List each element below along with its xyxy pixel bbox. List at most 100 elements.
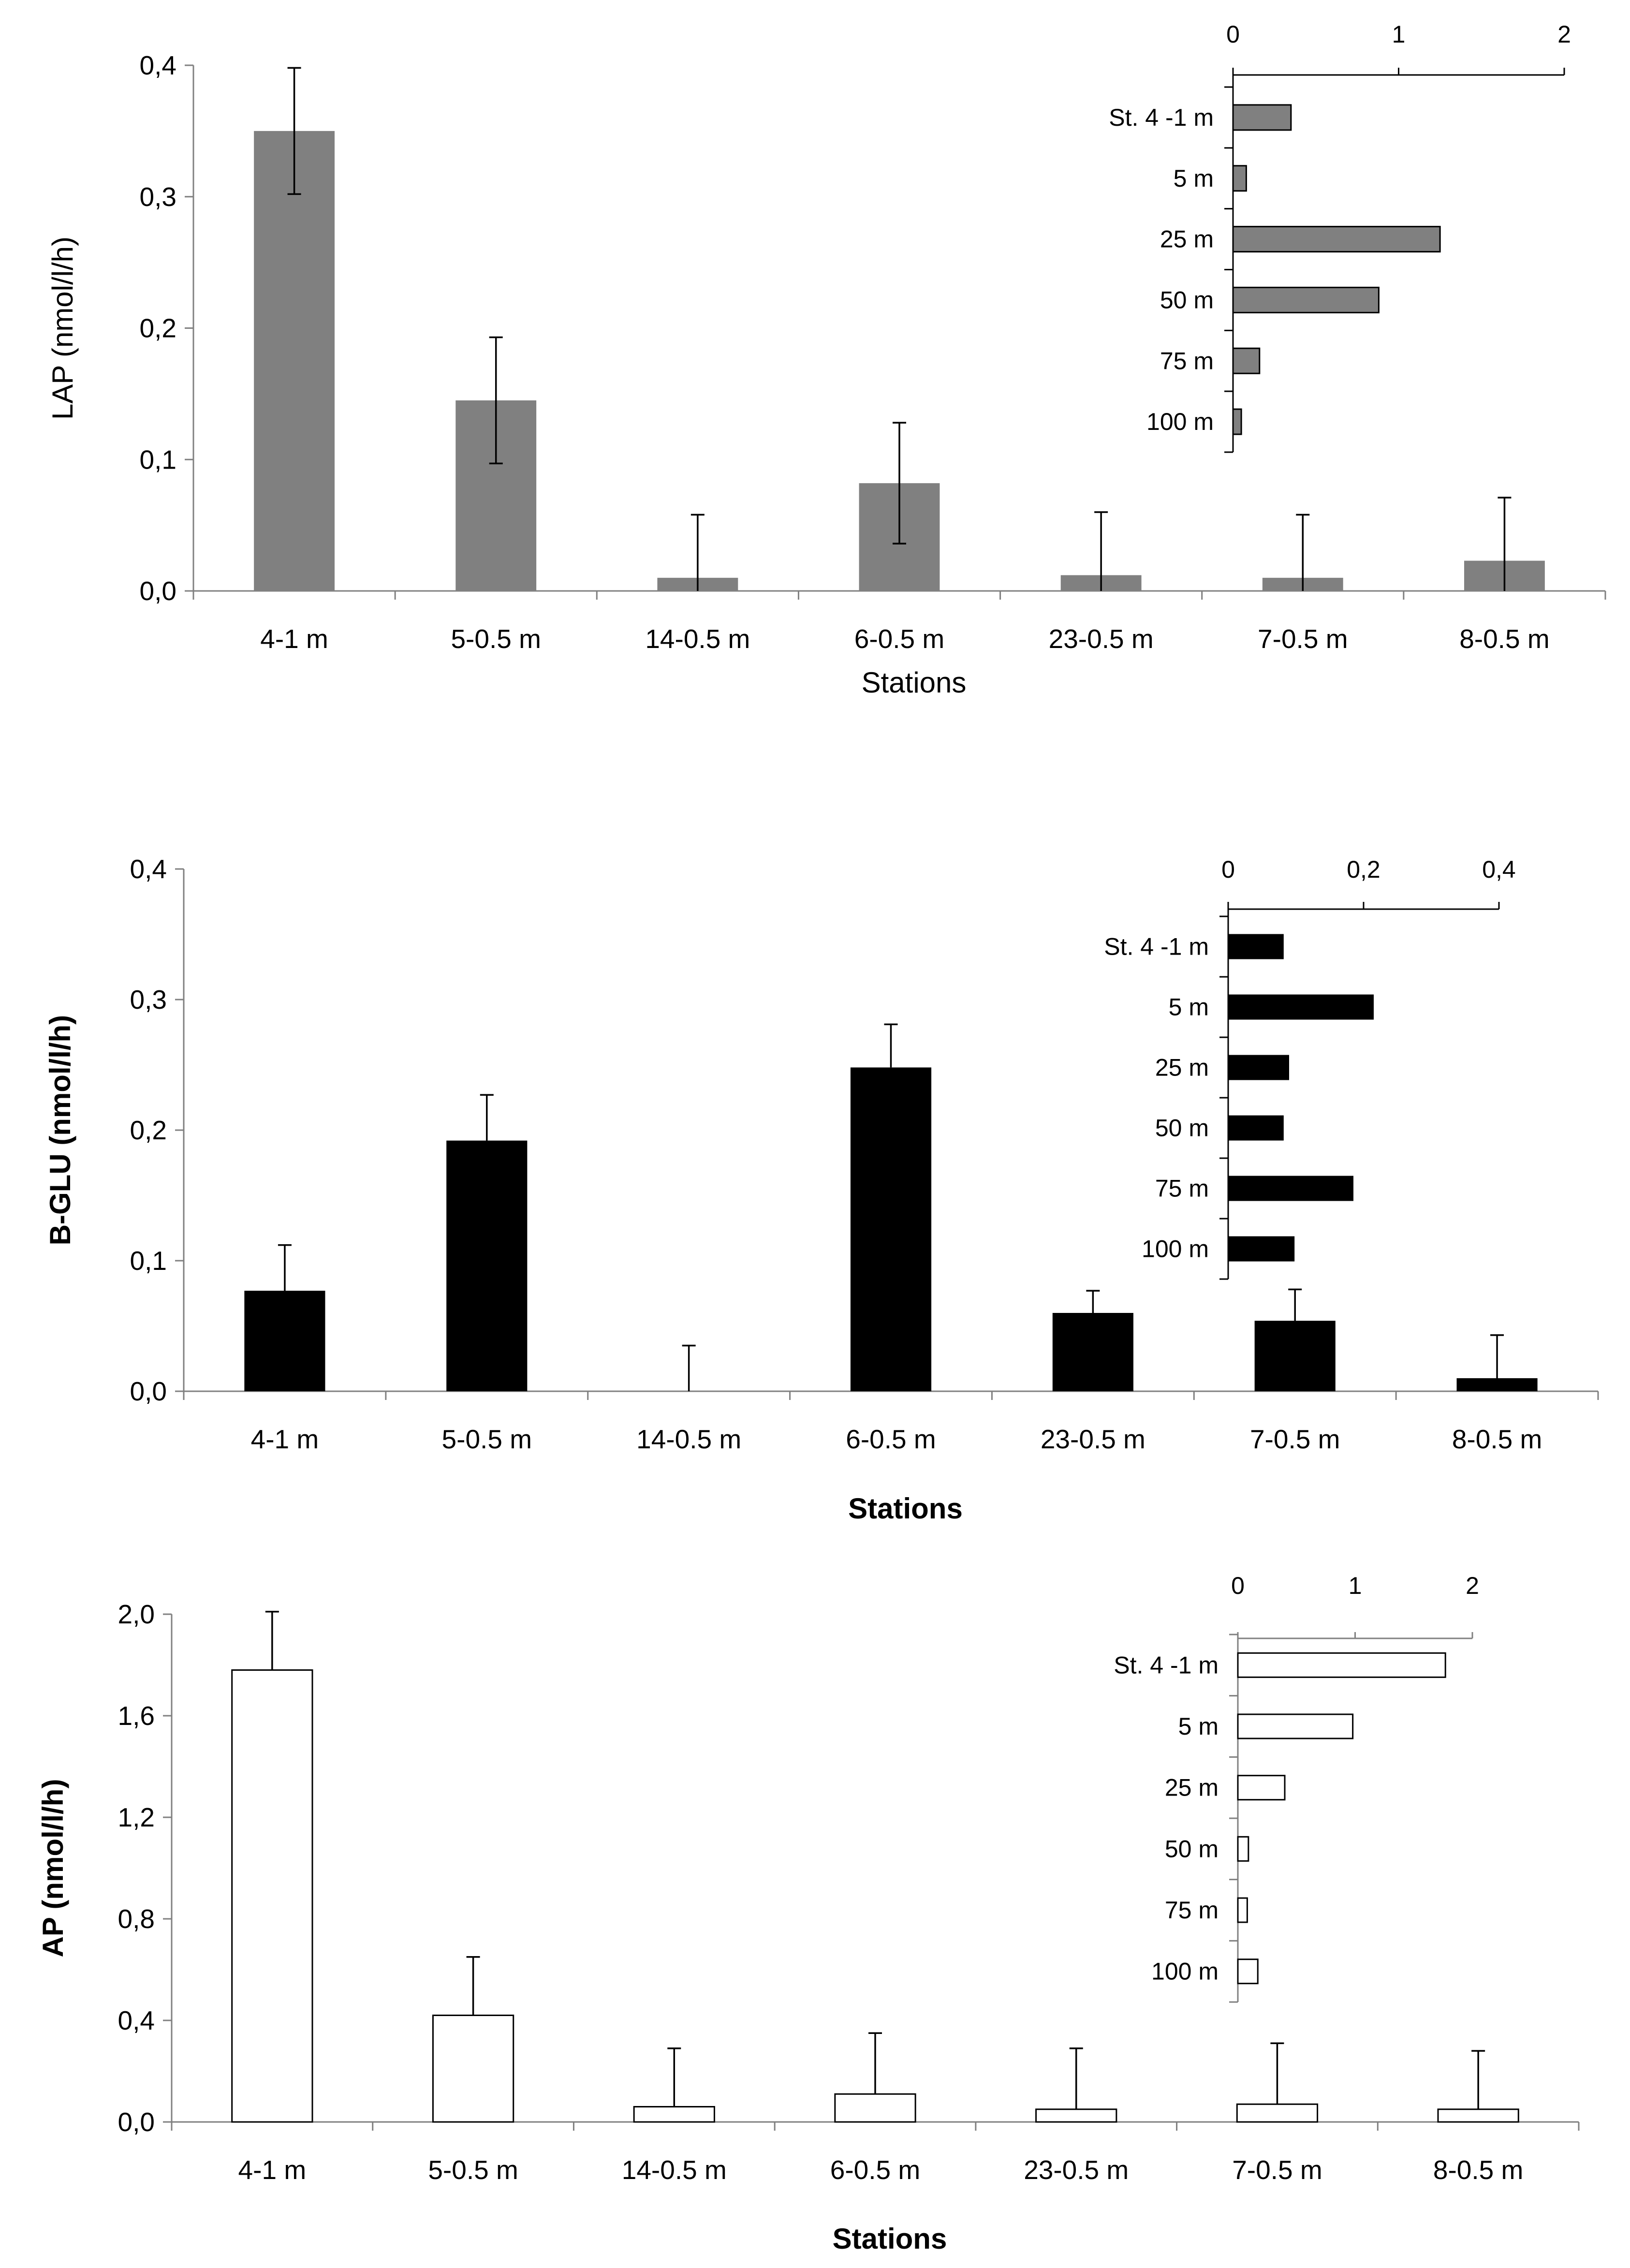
x-tick-label: 4-1 m — [260, 624, 328, 654]
y-tick-label: 0,0 — [130, 1376, 167, 1406]
y-tick-label: 0,0 — [118, 2107, 155, 2137]
x-tick-label: 5-0.5 m — [442, 1424, 532, 1454]
y-axis-title: B-GLU (nmol/l/h) — [44, 1015, 76, 1246]
inset-bar — [1232, 408, 1242, 435]
inset-bar — [1232, 286, 1380, 313]
x-tick-label: 4-1 m — [251, 1424, 319, 1454]
x-tick-label: 6-0.5 m — [846, 1424, 936, 1454]
inset-bar — [1237, 1713, 1354, 1739]
inset-y-tick-label: St. 4 -1 m — [1114, 1651, 1219, 1679]
bar — [1254, 1321, 1336, 1391]
inset-chart: 0 1 2 St. 4 -1 m 5 m 25 m 50 m 75 m 100 m — [1114, 1572, 1479, 2003]
y-tick-label: 0,4 — [118, 2005, 155, 2035]
inset-bar — [1228, 1115, 1284, 1141]
x-tick-label: 5-0.5 m — [428, 2155, 518, 2185]
x-axis-title: Stations — [833, 2223, 947, 2255]
y-tick-label: 0,0 — [140, 576, 176, 606]
bar — [432, 2015, 514, 2123]
x-tick-label: 8-0.5 m — [1459, 624, 1549, 654]
inset-x-tick-label: 0 — [1221, 856, 1235, 883]
y-axis-title: LAP (nmol/l/h) — [46, 236, 79, 420]
x-tick-label: 6-0.5 m — [830, 2155, 920, 2185]
x-tick-label: 23-0.5 m — [1049, 624, 1154, 654]
inset-bar — [1228, 934, 1284, 959]
bar — [633, 2106, 715, 2123]
inset-bar — [1232, 347, 1261, 374]
inset-y-tick-label: 100 m — [1151, 1958, 1219, 1985]
x-tick-label: 4-1 m — [238, 2155, 307, 2185]
y-tick-label: 0,4 — [130, 854, 167, 884]
inset-y-tick-label: 100 m — [1142, 1236, 1209, 1263]
x-tick-label: 7-0.5 m — [1232, 2155, 1322, 2185]
inset-y-tick-label: St. 4 -1 m — [1104, 933, 1209, 960]
inset-bar — [1232, 226, 1441, 253]
inset-y-tick-label: 75 m — [1155, 1175, 1209, 1202]
bglu-chart: 0,0 0,1 0,2 0,3 0,4 4-1 m 5-0.5 m 14-0.5 m 6-0.5… — [44, 854, 1599, 1525]
inset-chart: 0 1 2 St. 4 -1 m 5 m 25 m 50 m 75 m 100 m — [1109, 21, 1571, 453]
inset-y-tick-label: St. 4 -1 m — [1109, 104, 1214, 131]
y-axis-title: AP (nmol/l/h) — [37, 1779, 69, 1958]
inset-bar — [1228, 1176, 1353, 1201]
x-tick-label: 14-0.5 m — [645, 624, 750, 654]
y-tick-label: 0,3 — [140, 182, 176, 212]
y-tick-label: 0,4 — [140, 50, 176, 80]
inset-x-tick-label: 0 — [1226, 21, 1240, 48]
inset-bar — [1232, 104, 1292, 131]
y-tick-label: 1,6 — [118, 1701, 155, 1731]
inset-y-tick-label: 25 m — [1165, 1774, 1219, 1801]
x-axis-title: Stations — [862, 666, 967, 699]
bar — [231, 1669, 313, 2123]
y-tick-label: 0,2 — [140, 313, 176, 343]
bar — [1236, 2103, 1319, 2123]
lap-chart: 0,0 0,1 0,2 0,3 0,4 4-1 m 5-0.5 m 14-0.5 m 6-0.5… — [46, 21, 1606, 699]
inset-bar — [1232, 165, 1247, 192]
inset-x-tick-label: 0,4 — [1482, 856, 1516, 883]
inset-y-tick-label: 5 m — [1178, 1713, 1219, 1740]
inset-y-tick-label: 5 m — [1169, 994, 1209, 1021]
y-tick-label: 0,3 — [130, 985, 167, 1015]
x-tick-label: 14-0.5 m — [636, 1424, 741, 1454]
inset-y-tick-label: 100 m — [1146, 408, 1214, 435]
y-tick-label: 0,1 — [130, 1246, 167, 1276]
ap-chart: 0,0 0,4 0,8 1,2 1,6 2,0 4-1 m 5-0.5 m 14-0.5 m 6-… — [37, 1572, 1580, 2255]
y-tick-label: 2,0 — [118, 1599, 155, 1629]
inset-x-tick-label: 0,2 — [1347, 856, 1380, 883]
bar — [244, 1291, 325, 1391]
inset-y-tick-label: 25 m — [1155, 1054, 1209, 1081]
bar — [850, 1067, 932, 1391]
inset-bar — [1228, 994, 1374, 1020]
inset-y-tick-label: 75 m — [1165, 1897, 1219, 1924]
bar — [834, 2093, 916, 2123]
inset-chart: 0 0,2 0,4 St. 4 -1 m 5 m 25 m 50 m 75 m 100 m — [1104, 856, 1516, 1280]
inset-y-tick-label: 50 m — [1155, 1115, 1209, 1142]
y-tick-label: 0,2 — [130, 1115, 167, 1145]
x-tick-label: 5-0.5 m — [451, 624, 541, 654]
x-tick-label: 7-0.5 m — [1258, 624, 1348, 654]
x-tick-label: 8-0.5 m — [1452, 1424, 1542, 1454]
x-tick-label: 8-0.5 m — [1433, 2155, 1523, 2185]
inset-y-tick-label: 5 m — [1174, 165, 1214, 192]
inset-x-tick-label: 1 — [1349, 1572, 1362, 1599]
inset-x-tick-label: 0 — [1231, 1572, 1245, 1599]
x-axis-title: Stations — [848, 1492, 963, 1525]
bar — [1437, 2108, 1519, 2123]
inset-x-tick-label: 2 — [1557, 21, 1571, 48]
inset-bar — [1237, 1775, 1286, 1801]
x-tick-label: 23-0.5 m — [1041, 1424, 1145, 1454]
x-tick-label: 23-0.5 m — [1024, 2155, 1129, 2185]
inset-bar — [1228, 1055, 1289, 1080]
y-tick-label: 0,1 — [140, 444, 176, 474]
y-tick-label: 0,8 — [118, 1904, 155, 1934]
y-tick-label: 1,2 — [118, 1802, 155, 1832]
x-tick-label: 7-0.5 m — [1250, 1424, 1340, 1454]
inset-y-tick-label: 50 m — [1165, 1835, 1219, 1862]
bar — [1456, 1378, 1538, 1391]
inset-bar — [1228, 1236, 1295, 1262]
inset-y-tick-label: 50 m — [1160, 286, 1214, 313]
inset-bar — [1237, 1652, 1446, 1678]
x-tick-label: 14-0.5 m — [622, 2155, 727, 2185]
inset-bar — [1237, 1836, 1249, 1862]
bar — [446, 1140, 528, 1391]
inset-y-tick-label: 25 m — [1160, 226, 1214, 253]
